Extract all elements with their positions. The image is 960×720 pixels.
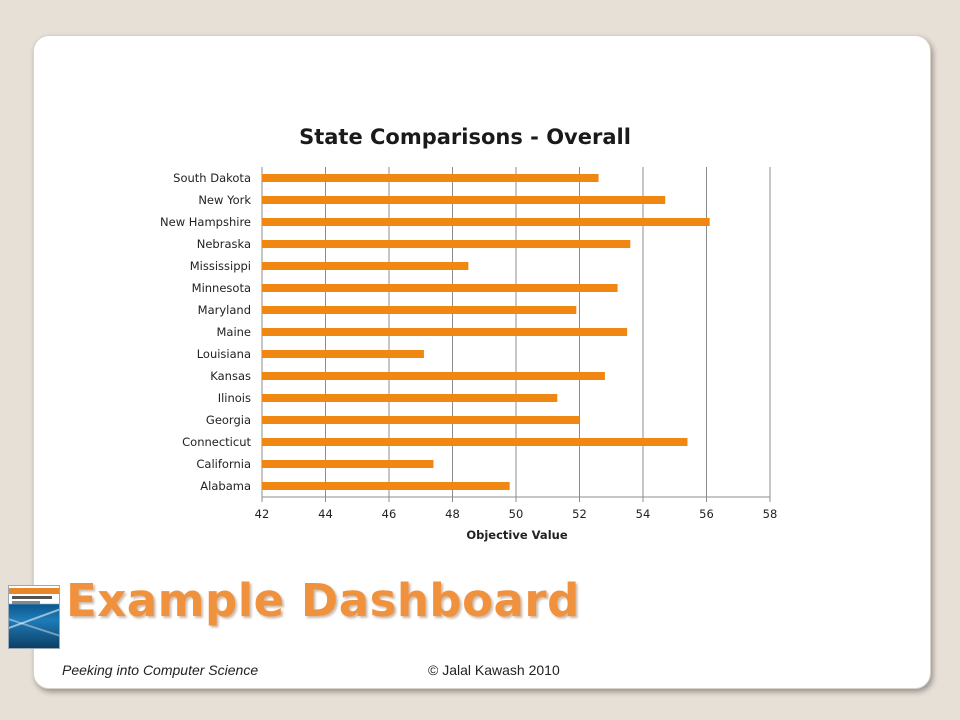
x-tick-labels: 42 44 46 48 50 52 54 56 58 — [255, 507, 778, 521]
slide-title: Example Dashboard — [66, 574, 580, 627]
bar — [262, 196, 666, 204]
category-label: South Dakota — [173, 171, 251, 185]
chart-title: State Comparisons - Overall — [299, 125, 631, 149]
bar — [262, 438, 688, 446]
bar — [262, 284, 618, 292]
footer-book-title: Peeking into Computer Science — [62, 662, 259, 678]
category-label: Kansas — [210, 369, 251, 383]
bar — [262, 372, 605, 380]
category-label: Maryland — [198, 303, 251, 317]
bar — [262, 394, 558, 402]
bar — [262, 240, 631, 248]
bar — [262, 174, 599, 182]
category-label: Minnesota — [192, 281, 251, 295]
x-tick-label: 56 — [699, 507, 714, 521]
bar — [262, 306, 577, 314]
bar — [262, 350, 424, 358]
x-tick-label: 52 — [572, 507, 587, 521]
x-tick-label: 42 — [255, 507, 270, 521]
bar — [262, 482, 510, 490]
x-axis-title: Objective Value — [466, 528, 567, 542]
footer-copyright: © Jalal Kawash 2010 — [428, 662, 560, 678]
category-label: Louisiana — [197, 347, 251, 361]
slide-panel — [33, 35, 931, 689]
bar — [262, 460, 434, 468]
bar — [262, 416, 580, 424]
bar — [262, 328, 628, 336]
category-label: California — [196, 457, 251, 471]
x-tick-label: 46 — [382, 507, 397, 521]
category-labels: South Dakota New York New Hampshire Nebrask… — [160, 171, 251, 493]
category-label: Georgia — [206, 413, 251, 427]
category-label: Alabama — [200, 479, 251, 493]
category-label: Mississippi — [190, 259, 251, 273]
x-tick-label: 50 — [509, 507, 524, 521]
x-tick-label: 48 — [445, 507, 460, 521]
bar — [262, 262, 469, 270]
category-label: New Hampshire — [160, 215, 251, 229]
category-label: Maine — [216, 325, 251, 339]
bar — [262, 218, 710, 226]
x-tick-label: 54 — [636, 507, 651, 521]
book-cover-icon — [8, 585, 60, 649]
category-label: Connecticut — [182, 435, 251, 449]
category-label: Nebraska — [197, 237, 251, 251]
x-tick-label: 44 — [318, 507, 333, 521]
bars — [262, 174, 710, 490]
category-label: New York — [198, 193, 251, 207]
category-label: Ilinois — [218, 391, 251, 405]
x-tick-label: 58 — [763, 507, 778, 521]
